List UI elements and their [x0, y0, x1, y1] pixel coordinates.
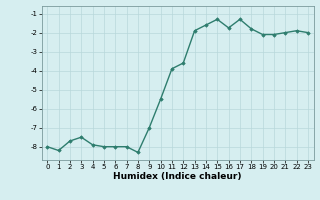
X-axis label: Humidex (Indice chaleur): Humidex (Indice chaleur) [113, 172, 242, 181]
